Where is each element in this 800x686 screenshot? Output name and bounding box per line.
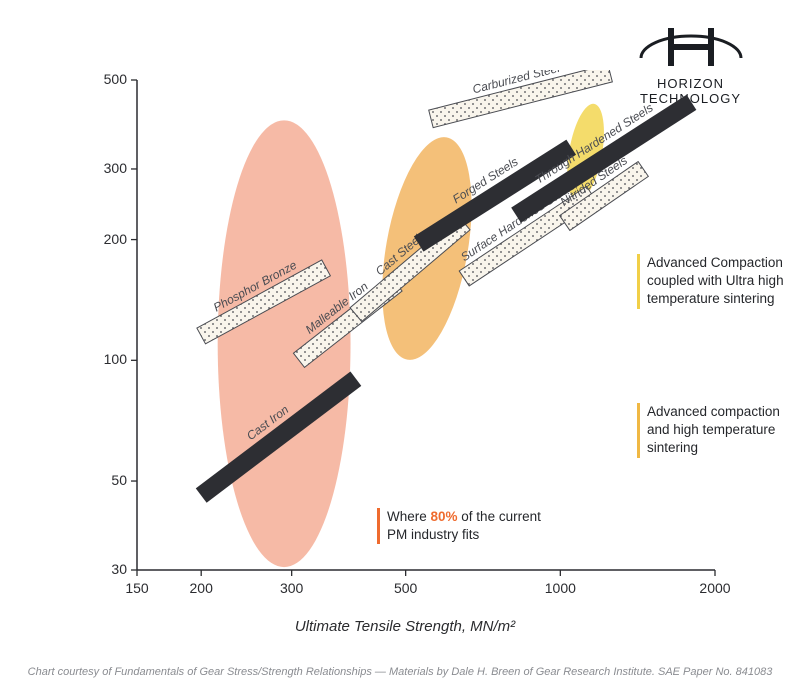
chart: Phosphor BronzeMalleable IronCast SteelS… bbox=[55, 70, 755, 630]
caption: Chart courtesy of Fundamentals of Gear S… bbox=[0, 666, 800, 678]
horizon-logo-icon bbox=[631, 22, 751, 72]
x-tick-label: 2000 bbox=[695, 580, 735, 596]
x-tick-label: 1000 bbox=[540, 580, 580, 596]
annotation-text: Advanced compactionand high temperatures… bbox=[647, 404, 780, 455]
page-root: HORIZON TECHNOLOGY Phosphor BronzeMallea… bbox=[0, 0, 800, 686]
annotation-eighty: Where 80% of the currentPM industry fits bbox=[387, 508, 567, 544]
annotation-bar bbox=[637, 254, 640, 309]
x-tick-label: 150 bbox=[117, 580, 157, 596]
x-tick-label: 500 bbox=[386, 580, 426, 596]
annotation-mid: Advanced compactionand high temperatures… bbox=[647, 403, 800, 458]
y-tick-label: 100 bbox=[104, 351, 127, 367]
y-tick-label: 300 bbox=[104, 160, 127, 176]
annotation-bar bbox=[637, 403, 640, 458]
annotation-high: Advanced Compactioncoupled with Ultra hi… bbox=[647, 254, 800, 309]
y-tick-label: 500 bbox=[104, 71, 127, 87]
y-tick-label: 50 bbox=[111, 472, 127, 488]
plot-area: Phosphor BronzeMalleable IronCast SteelS… bbox=[55, 70, 755, 630]
y-tick-label: 200 bbox=[104, 231, 127, 247]
annotation-text: Where 80% of the currentPM industry fits bbox=[387, 509, 541, 542]
annotation-bar bbox=[377, 508, 380, 544]
x-tick-label: 300 bbox=[272, 580, 312, 596]
y-tick-label: 30 bbox=[111, 561, 127, 577]
annotation-text: Advanced Compactioncoupled with Ultra hi… bbox=[647, 255, 784, 306]
x-tick-label: 200 bbox=[181, 580, 221, 596]
x-axis-label: Ultimate Tensile Strength, MN/m² bbox=[55, 618, 755, 635]
